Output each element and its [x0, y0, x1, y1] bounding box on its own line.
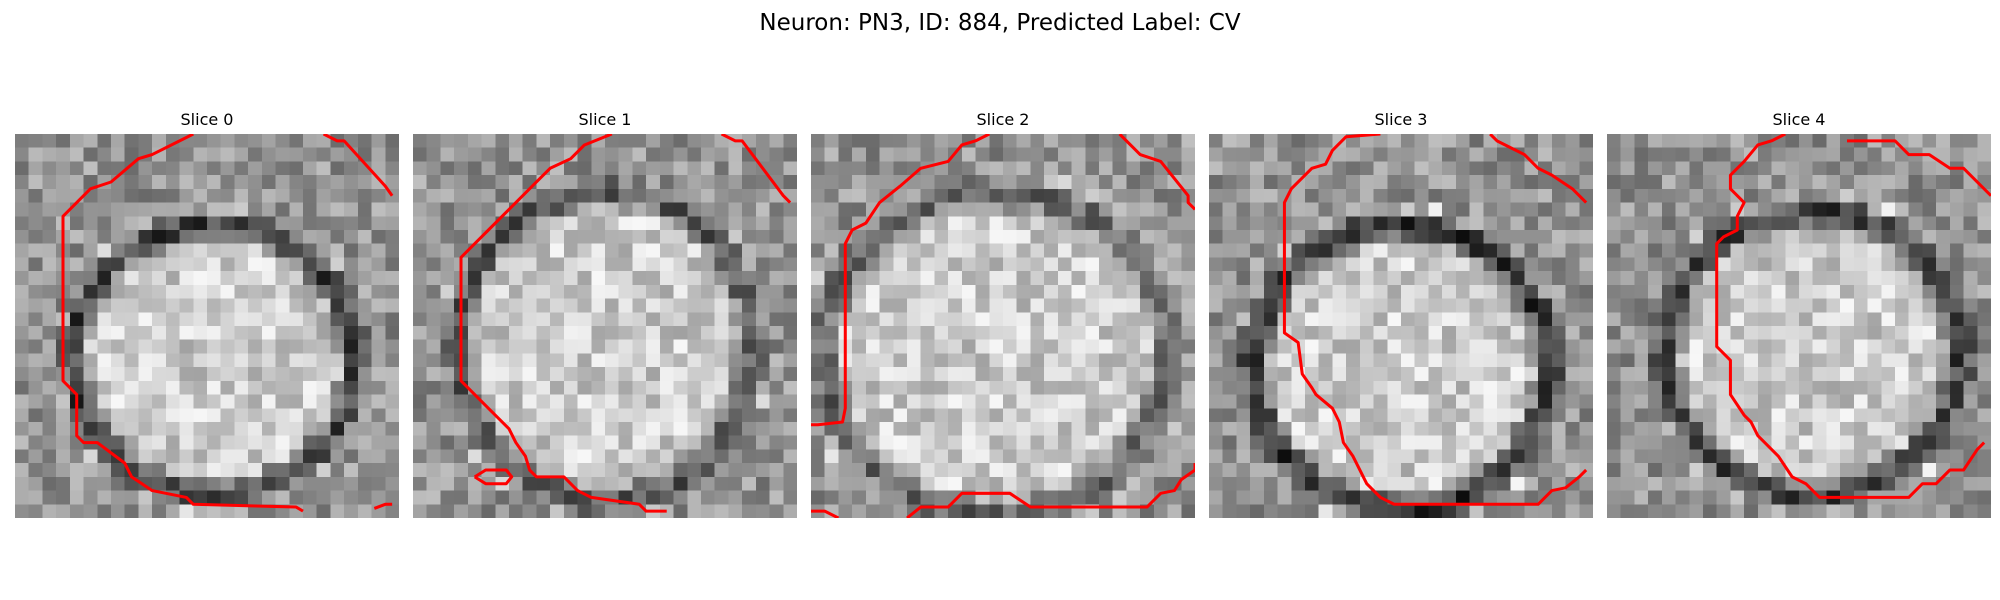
contour-overlay [1715, 134, 1991, 499]
slice-panel-3: Slice 3 [1209, 108, 1593, 518]
segmentation-contour [1282, 134, 1588, 506]
segmentation-contour [1118, 134, 1195, 211]
slice-title: Slice 4 [1772, 110, 1826, 129]
microscopy-slice-image [1209, 134, 1593, 518]
slice-image [1209, 134, 1593, 518]
segmentation-contour [373, 502, 393, 510]
contour-overlay [1282, 134, 1588, 506]
segmentation-contour [322, 134, 394, 197]
slice-panel-2: Slice 2 [811, 108, 1195, 518]
microscopy-slice-image [413, 134, 797, 518]
slice-title: Slice 2 [976, 110, 1030, 129]
segmentation-contour [720, 134, 792, 204]
contour-overlay [811, 134, 1195, 518]
slice-image [1607, 134, 1991, 518]
segmentation-contour [61, 134, 304, 513]
slice-title: Slice 0 [180, 110, 234, 129]
slice-panel-1: Slice 1 [413, 108, 797, 518]
contour-overlay [459, 134, 792, 513]
segmentation-contour [1715, 134, 1986, 499]
segmentation-contour [811, 509, 840, 518]
segmentation-contour [459, 134, 667, 513]
segmentation-contour [1489, 134, 1588, 204]
segmentation-contour [811, 134, 990, 427]
slice-image [413, 134, 797, 518]
slice-panel-4: Slice 4 [1607, 108, 1991, 518]
microscopy-slice-image [15, 134, 399, 518]
microscopy-slice-image [1607, 134, 1991, 518]
slice-image [15, 134, 399, 518]
slice-title: Slice 1 [578, 110, 632, 129]
contour-overlay [61, 134, 394, 513]
microscopy-slice-image [811, 134, 1195, 518]
slice-panel-0: Slice 0 [15, 108, 399, 518]
segmentation-contour [906, 463, 1195, 518]
segmentation-contour [1847, 139, 1991, 197]
figure-title: Neuron: PN3, ID: 884, Predicted Label: C… [759, 10, 1241, 36]
slice-title: Slice 3 [1374, 110, 1428, 129]
segmentation-contour [473, 468, 514, 486]
slice-image [811, 134, 1195, 518]
